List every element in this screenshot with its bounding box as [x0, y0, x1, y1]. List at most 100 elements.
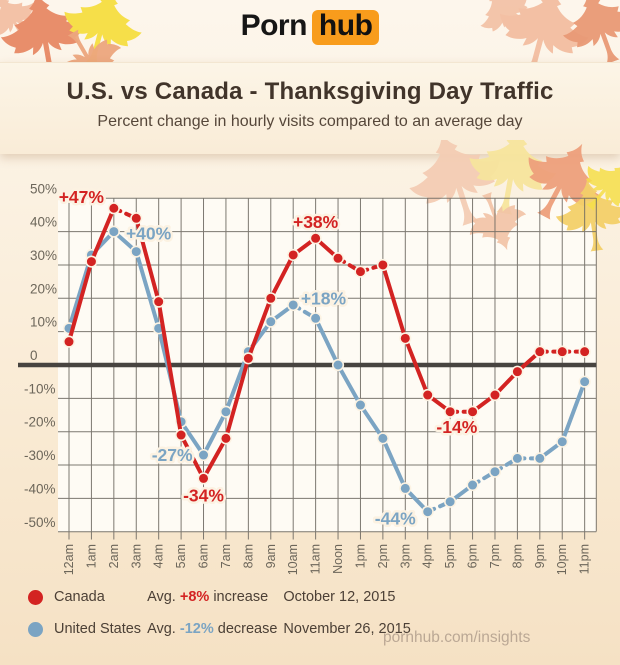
canada-data-point [533, 345, 546, 358]
y-tick-label: -50% [24, 515, 56, 530]
canada-data-point [488, 388, 502, 402]
x-axis-labels: 12am 1am 2am 3am 4am 5am 6am 7am 8am 9am 10am 11am N… [62, 544, 592, 575]
site-url: pornhub.com/insights [383, 629, 531, 646]
canada-data-point [107, 202, 120, 215]
y-tick-label: 10% [30, 315, 57, 330]
canada-data-point [242, 352, 255, 365]
us-data-point [578, 375, 591, 388]
us-line-segment [179, 419, 206, 458]
y-tick-label: 0 [30, 348, 38, 363]
chart-legend: Canada Avg. +8% increase October 12, 201… [28, 589, 411, 637]
us-line-segment [380, 436, 408, 491]
chart-annotation: -14% [436, 417, 477, 437]
canada-data-point [421, 388, 434, 402]
us-data-point [556, 435, 569, 448]
us-line-segment [201, 409, 228, 458]
canada-data-point [578, 345, 591, 358]
canada-data-point [309, 232, 322, 245]
canada-line-segment [134, 216, 161, 304]
us-data-point [399, 482, 412, 495]
canada-data-point [511, 365, 524, 378]
canada-data-point [130, 212, 143, 225]
canada-line-segment [380, 262, 408, 341]
us-line-segment [67, 252, 94, 331]
y-tick-label: 40% [30, 215, 57, 230]
canada-data-point [264, 292, 277, 305]
x-tick-label: 11pm [578, 544, 592, 574]
us-line-segment [358, 403, 385, 441]
x-tick-label: 6am [197, 544, 211, 568]
y-tick-label: -20% [24, 415, 56, 430]
logo-text-porn: Porn [240, 9, 308, 42]
us-data-point [309, 312, 322, 325]
x-tick-label: 12am [62, 544, 76, 575]
canada-line-segment [179, 433, 206, 481]
canada-line-segment [268, 252, 296, 301]
x-tick-label: 10am [286, 544, 300, 575]
canada-data-point [219, 432, 233, 445]
us-data-point [444, 495, 457, 508]
canada-data-point [287, 248, 300, 262]
legend-avg-value-canada: +8% [179, 589, 210, 605]
chart-annotation: -27% [152, 445, 193, 465]
y-tick-label: -40% [24, 481, 56, 496]
x-tick-label: 1pm [353, 544, 367, 568]
x-tick-label: 5am [174, 544, 188, 568]
canada-line-segment [201, 436, 228, 481]
canada-line-segment [403, 336, 430, 398]
legend-date-us: November 26, 2015 [283, 621, 411, 637]
us-data-point [197, 448, 210, 462]
y-tick-label: 50% [30, 181, 57, 196]
us-data-point [376, 432, 389, 445]
canada-data-point [466, 405, 479, 418]
chart-annotation: +38% [293, 212, 339, 232]
us-data-point [511, 452, 524, 465]
canada-data-point [331, 252, 345, 265]
canada-line-segment [223, 356, 251, 441]
x-tick-label: 2am [107, 544, 121, 568]
x-tick-label: 6pm [466, 544, 480, 568]
us-data-point [264, 315, 277, 328]
canada-data-point [556, 345, 569, 358]
x-tick-label: 7pm [488, 544, 502, 568]
y-tick-label: 20% [30, 281, 57, 296]
chart-annotation: +40% [126, 223, 172, 243]
us-data-point [130, 245, 143, 258]
legend-avg-value-us: -12% [179, 621, 214, 637]
x-tick-label: 4am [152, 544, 166, 568]
us-data-point [354, 398, 367, 412]
x-tick-label: 11am [309, 544, 323, 574]
y-tick-label: -30% [24, 448, 56, 463]
x-tick-label: 8pm [510, 544, 524, 568]
canada-line-segment [89, 206, 116, 264]
x-tick-label: 10pm [555, 544, 569, 575]
us-data-point [107, 225, 120, 238]
us-data-point [466, 478, 479, 492]
title-band: U.S. vs Canada - Thanksgiving Day Traffi… [0, 62, 620, 154]
x-tick-label: 1am [84, 544, 98, 568]
canada-line-segment [67, 259, 94, 344]
canada-data-point [175, 428, 188, 442]
canada-line-segment [156, 299, 184, 438]
logo-badge-hub: hub [311, 10, 380, 45]
canada-data-point [444, 405, 457, 418]
y-axis-labels: 50% 40% 30% 20% 10% 0 -10% -20% -30% -40% -50% [24, 181, 57, 530]
legend-dot-canada [28, 589, 43, 605]
canada-data-point [85, 255, 98, 268]
canada-data-point [376, 258, 389, 272]
chart-annotation: +47% [59, 187, 105, 207]
us-data-point [331, 358, 345, 372]
us-data-point [287, 298, 300, 312]
legend-dot-us [28, 621, 43, 637]
us-data-point [533, 452, 546, 465]
canada-data-point [354, 265, 367, 278]
us-line-segment [560, 379, 587, 444]
x-tick-label: 9am [264, 544, 278, 568]
traffic-line-chart: 50% 40% 30% 20% 10% 0 -10% -20% -30% -40% -50% 12am… [18, 140, 620, 575]
chart-annotation: +18% [301, 289, 347, 309]
x-tick-label: 9pm [533, 544, 547, 568]
canada-line-segment [246, 296, 273, 361]
chart-annotations: +47% +40% -27% -34% +38% +18% -14% -44% [56, 184, 480, 531]
legend-label-us: United States [54, 621, 142, 637]
